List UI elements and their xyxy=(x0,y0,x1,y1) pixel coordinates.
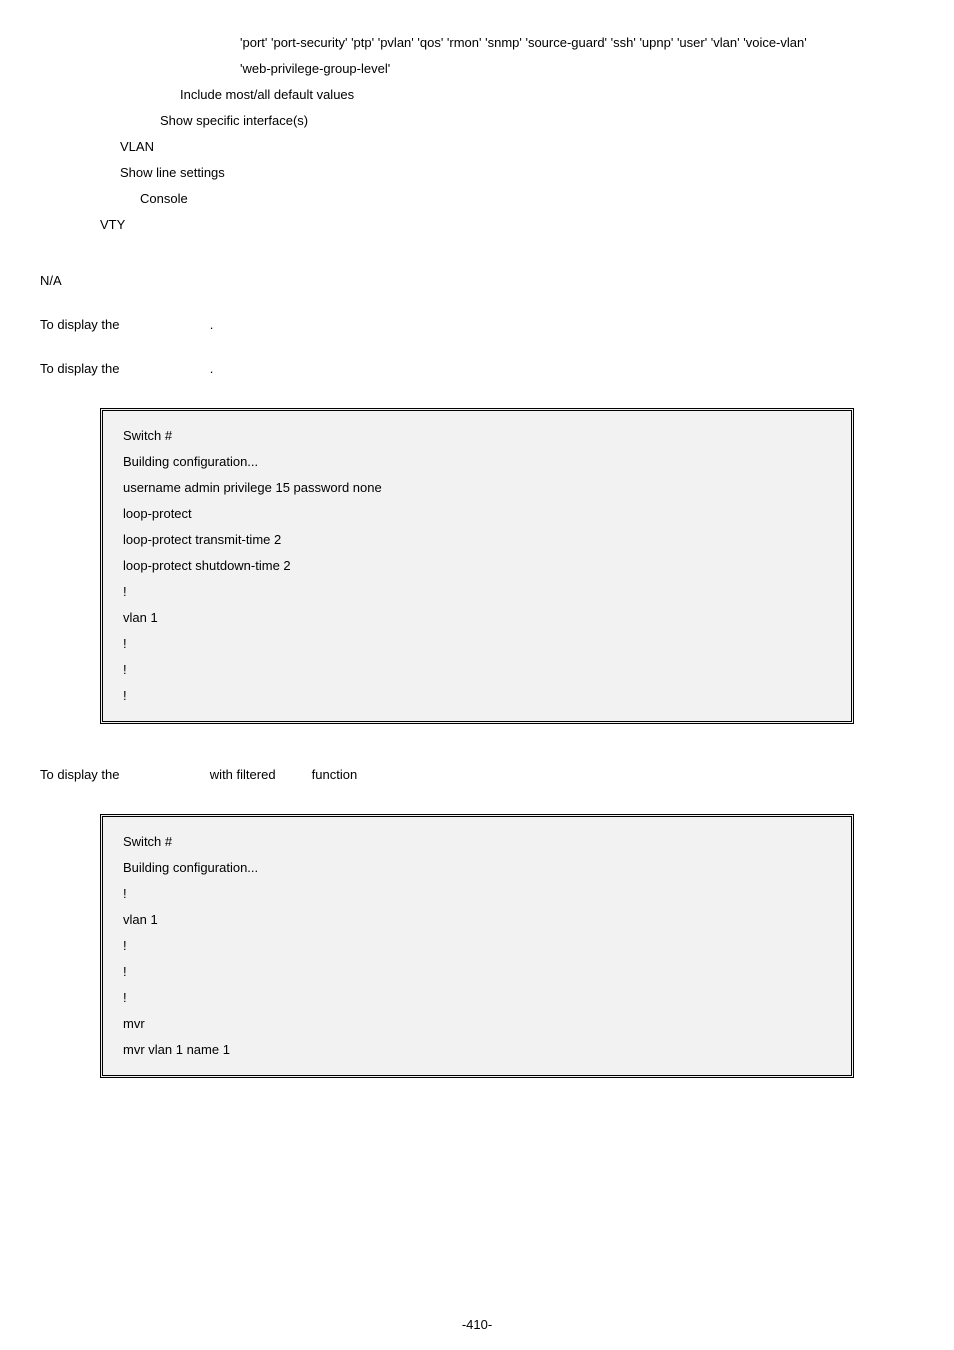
display-sentence-2a: To display the xyxy=(40,361,120,376)
na-label: N/A xyxy=(40,268,854,294)
code1-line-2: username admin privilege 15 password non… xyxy=(123,475,831,501)
syntax-line-keywords-1: 'port' 'port-security' 'ptp' 'pvlan' 'qo… xyxy=(100,30,854,56)
code1-line-1: Building configuration... xyxy=(123,449,831,475)
code1-line-8: ! xyxy=(123,631,831,657)
code2-line-3: vlan 1 xyxy=(123,907,831,933)
code1-line-10: ! xyxy=(123,683,831,709)
display-sentence-2b: . xyxy=(210,361,214,376)
code1-line-5: loop-protect shutdown-time 2 xyxy=(123,553,831,579)
display-sentence-1b: . xyxy=(210,317,214,332)
code1-line-3: loop-protect xyxy=(123,501,831,527)
display-sentence-3a: To display the xyxy=(40,767,120,782)
code1-line-6: ! xyxy=(123,579,831,605)
syntax-line-show-line: Show line settings xyxy=(100,160,854,186)
display-sentence-1: To display the . xyxy=(40,312,854,338)
syntax-line-console: Console xyxy=(100,186,854,212)
code2-line-5: ! xyxy=(123,959,831,985)
code2-line-6: ! xyxy=(123,985,831,1011)
display-sentence-3: To display the with filtered function xyxy=(40,762,854,788)
code2-line-4: ! xyxy=(123,933,831,959)
code2-line-8: mvr vlan 1 name 1 xyxy=(123,1037,831,1063)
syntax-line-vty: VTY xyxy=(100,212,854,238)
display-sentence-1a: To display the xyxy=(40,317,120,332)
code2-line-7: mvr xyxy=(123,1011,831,1037)
syntax-line-include: Include most/all default values xyxy=(100,82,854,108)
syntax-line-vlan: VLAN xyxy=(100,134,854,160)
code-box-2: Switch # Building configuration... ! vla… xyxy=(100,814,854,1078)
page: 'port' 'port-security' 'ptp' 'pvlan' 'qo… xyxy=(0,0,954,1350)
code2-line-2: ! xyxy=(123,881,831,907)
page-number: -410- xyxy=(0,1312,954,1338)
code2-line-1: Building configuration... xyxy=(123,855,831,881)
code1-line-7: vlan 1 xyxy=(123,605,831,631)
display-sentence-3c: function xyxy=(312,767,358,782)
code2-line-0: Switch # xyxy=(123,829,831,855)
code-box-1: Switch # Building configuration... usern… xyxy=(100,408,854,724)
code1-line-0: Switch # xyxy=(123,423,831,449)
syntax-line-keywords-2: 'web-privilege-group-level' xyxy=(100,56,854,82)
display-sentence-3b: with filtered xyxy=(210,767,276,782)
code1-line-4: loop-protect transmit-time 2 xyxy=(123,527,831,553)
display-sentence-2: To display the . xyxy=(40,356,854,382)
syntax-line-interface: Show specific interface(s) xyxy=(100,108,854,134)
code1-line-9: ! xyxy=(123,657,831,683)
